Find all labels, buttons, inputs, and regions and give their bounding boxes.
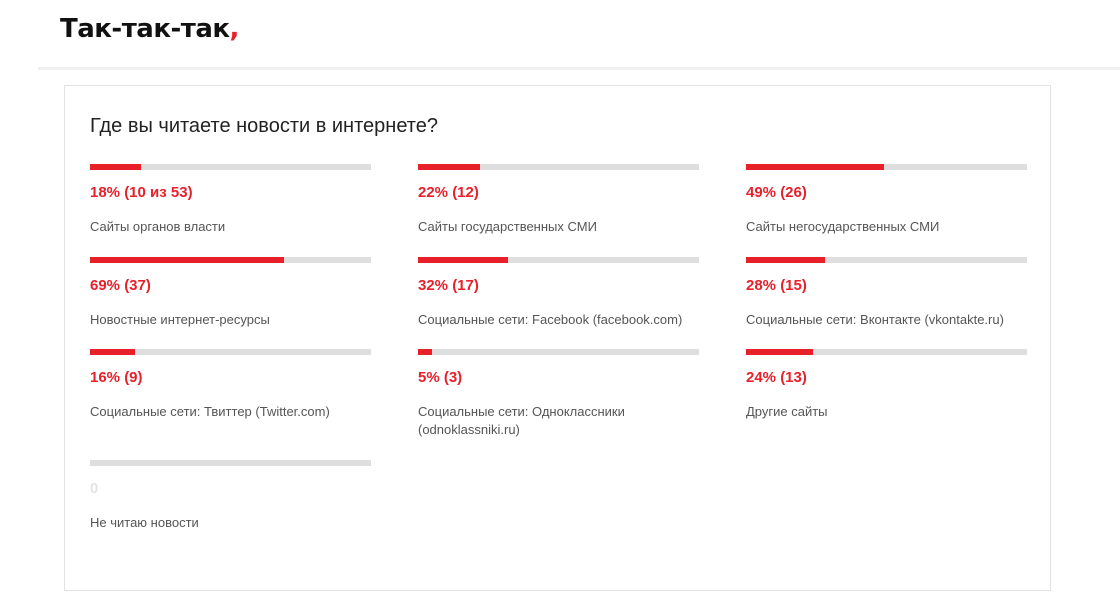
result-bar-fill xyxy=(90,164,141,170)
poll-option: 16% (9) Социальные сети: Твиттер (Twitte… xyxy=(90,349,371,421)
option-label: Социальные сети: Одноклассники (odnoklas… xyxy=(418,404,625,437)
result-value: 18% (10 из 53) xyxy=(90,184,193,201)
option-label: Сайты негосударственных СМИ xyxy=(746,219,940,234)
poll-option: 49% (26) Сайты негосударственных СМИ xyxy=(746,164,1027,236)
result-bar-fill xyxy=(418,257,508,263)
result-bar-track xyxy=(90,349,371,355)
option-label: Социальные сети: Facebook (facebook.com) xyxy=(418,312,683,327)
result-bar-track xyxy=(418,257,699,263)
option-label: Социальные сети: Твиттер (Twitter.com) xyxy=(90,404,330,419)
result-value: 5% (3) xyxy=(418,369,463,386)
result-bar-fill xyxy=(746,349,814,355)
option-label: Сайты органов власти xyxy=(90,219,226,234)
logo-text: Так-так-так xyxy=(60,14,230,44)
site-logo[interactable]: Так-так-так, xyxy=(60,14,239,44)
result-value: 16% (9) xyxy=(90,369,143,386)
result-value: 32% (17) xyxy=(418,277,479,294)
result-value: 49% (26) xyxy=(746,184,807,201)
result-bar-track xyxy=(746,164,1027,170)
poll-option: 18% (10 из 53) Сайты органов власти xyxy=(90,164,371,236)
result-bar-track xyxy=(418,164,699,170)
option-label: Сайты государственных СМИ xyxy=(418,219,597,234)
site-header: Так-так-так, xyxy=(0,0,1120,70)
poll-option: 28% (15) Социальные сети: Вконтакте (vko… xyxy=(746,257,1027,329)
result-value: 69% (37) xyxy=(90,277,151,294)
option-label: Не читаю новости xyxy=(90,515,199,530)
poll-option: 24% (13) Другие сайты xyxy=(746,349,1027,421)
result-bar-fill xyxy=(418,164,480,170)
option-label: Социальные сети: Вконтакте (vkontakte.ru… xyxy=(746,312,1004,327)
result-bar-track xyxy=(746,257,1027,263)
poll-option: 22% (12) Сайты государственных СМИ xyxy=(418,164,699,236)
option-label: Новостные интернет-ресурсы xyxy=(90,312,270,327)
logo-comma: , xyxy=(229,14,240,44)
result-bar-fill xyxy=(746,164,884,170)
result-value: 22% (12) xyxy=(418,184,479,201)
result-bar-track xyxy=(418,349,699,355)
result-value: 0 xyxy=(90,480,99,497)
poll-question: Где вы читаете новости в интернете? xyxy=(90,115,438,137)
poll-card: Где вы читаете новости в интернете? 18% … xyxy=(64,85,1051,591)
result-bar-track xyxy=(90,257,371,263)
header-divider xyxy=(38,67,1120,70)
poll-option: 5% (3) Социальные сети: Одноклассники (o… xyxy=(418,349,699,439)
result-bar-track xyxy=(90,460,371,466)
poll-option: 69% (37) Новостные интернет-ресурсы xyxy=(90,257,371,329)
result-bar-track xyxy=(746,349,1027,355)
poll-option: 0 Не читаю новости xyxy=(90,460,371,532)
result-value: 28% (15) xyxy=(746,277,807,294)
result-bar-fill xyxy=(746,257,825,263)
poll-option: 32% (17) Социальные сети: Facebook (face… xyxy=(418,257,699,329)
result-bar-fill xyxy=(90,349,135,355)
result-bar-fill xyxy=(418,349,433,355)
option-label: Другие сайты xyxy=(746,404,828,419)
result-bar-track xyxy=(90,164,371,170)
result-bar-fill xyxy=(90,257,284,263)
result-value: 24% (13) xyxy=(746,369,807,386)
